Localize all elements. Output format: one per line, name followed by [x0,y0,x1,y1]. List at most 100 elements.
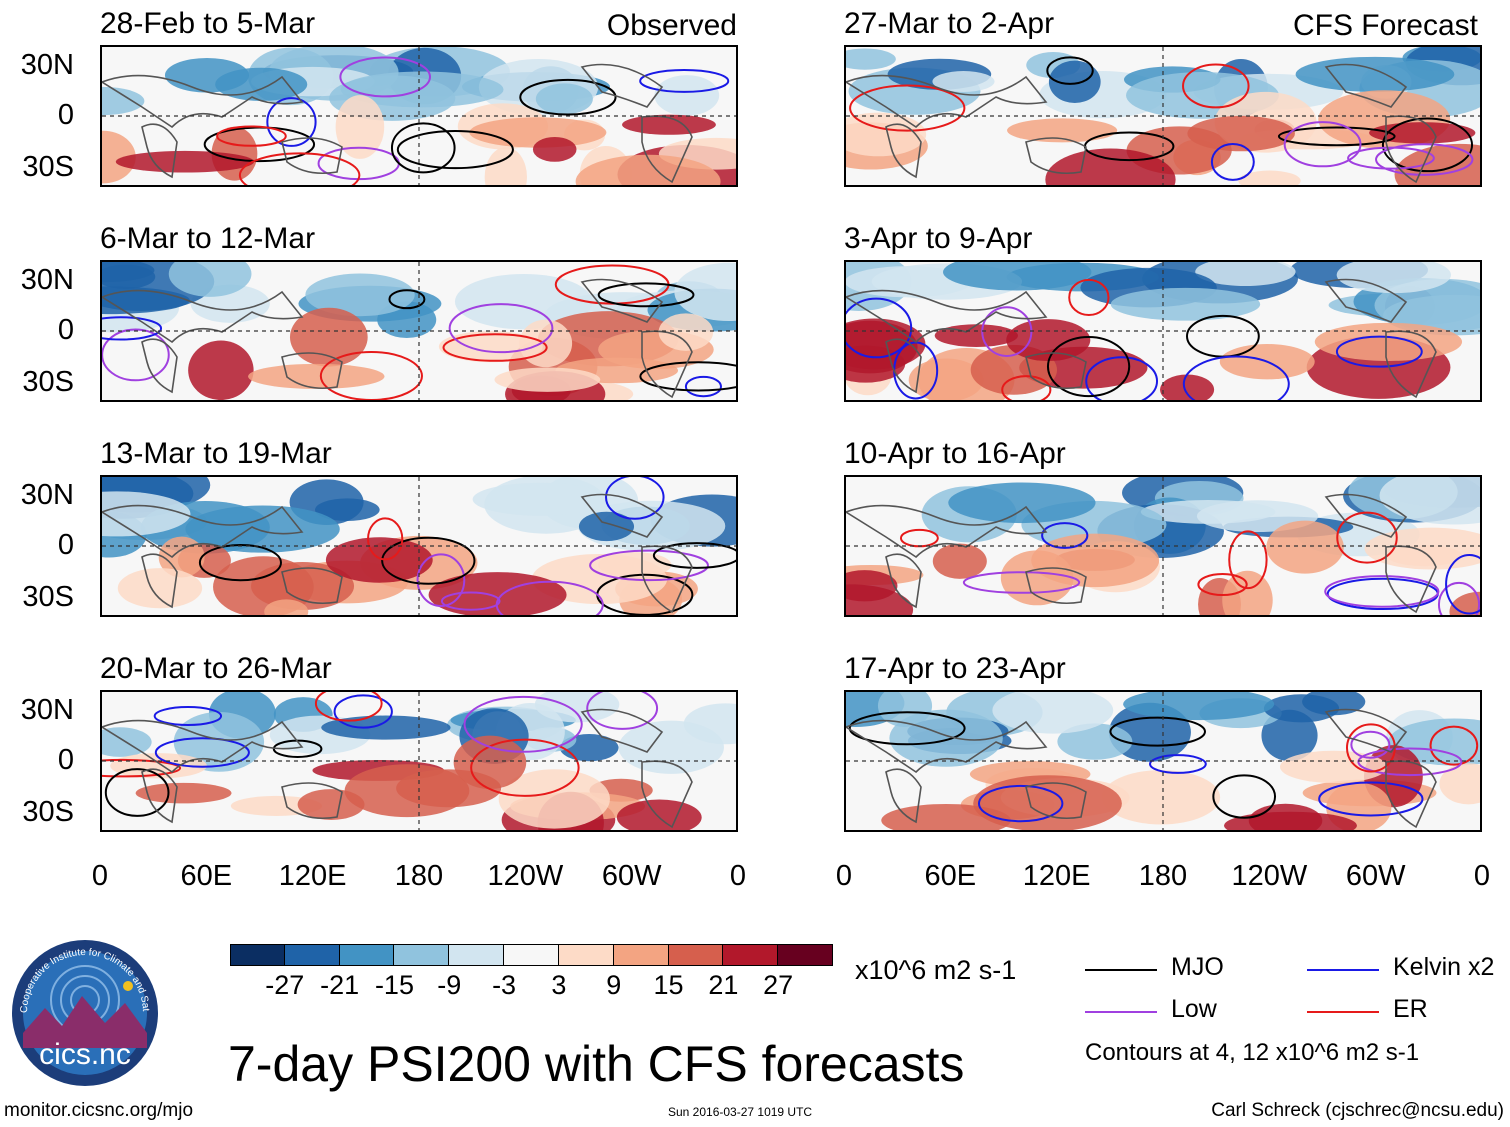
contour-line [440,591,501,611]
map-panel [844,690,1482,832]
anomaly-blob [135,782,232,804]
coastline [885,768,922,824]
contour-line [1001,375,1052,400]
contour-line [319,350,423,400]
anomaly-blob [1123,692,1275,721]
panel-title: 20-Mar to 26-Mar [100,652,332,685]
anomaly-blob [215,67,308,101]
colorbar-tick: 9 [606,970,622,1000]
colorbar-ticks: -27 -21 -15 -9 -3 3 9 15 21 27 [230,972,833,1002]
colorbar-tick: 3 [551,970,567,1000]
coastline [641,545,693,614]
legend-label: ER [1393,995,1428,1023]
lat-label: 30N [20,49,74,81]
anomaly-blob [932,71,995,92]
colorbar-swatch [284,944,340,966]
colorbar-tick: 15 [653,970,684,1000]
lat-label: 30N [20,479,74,511]
contour-line [848,711,966,746]
contour-line [1335,335,1423,368]
contour-line [1149,754,1207,774]
anomaly-blob [344,764,470,818]
colorbar-swatch [449,944,505,966]
contour-line [448,303,554,354]
anomaly-blob [102,130,136,184]
coastline [102,504,304,559]
contour-line [1109,716,1206,747]
anomaly-blob [654,75,720,116]
legend: MJO Kelvin x2 Low ER [1085,955,1505,1065]
contour-line [388,289,426,310]
anomaly-blob [117,568,203,609]
coastline [141,768,178,824]
contour-line [442,333,548,362]
anomaly-blob [1195,262,1296,286]
footer-author: Carl Schreck (cjschrec@ncsu.edu) [1211,1100,1504,1121]
anomaly-blob [1379,477,1480,525]
anomaly-blob [158,536,205,578]
contour-line [1437,581,1480,615]
coastline [1324,493,1408,538]
contour-line [396,129,514,170]
lon-label: 120E [278,860,347,892]
map-panel [100,45,738,187]
coastline [580,63,664,108]
contour-line [1068,278,1110,317]
contour-line [1212,774,1277,819]
contour-line [652,542,736,569]
colorbar-tick: -27 [265,970,305,1000]
anomaly-blob [1386,545,1463,567]
anomaly-blob [578,511,635,542]
coastline [141,123,178,179]
legend-label: MJO [1171,953,1224,981]
map-panel [844,260,1482,402]
coastline [1025,352,1087,390]
colorbar-tick: -9 [437,970,462,1000]
coastline [846,289,1048,344]
lon-label: 0 [729,860,747,892]
coastline [641,115,693,184]
contour-line [1445,554,1480,615]
coastline [141,553,178,609]
anomaly-blob [248,363,385,389]
coastline [1324,278,1408,323]
contour-line [416,553,466,608]
contour-line [266,97,317,147]
coastline [1025,567,1087,605]
anomaly-blob [115,150,255,173]
contour-line [381,536,476,585]
anomaly-blob [575,154,721,185]
anomaly-blob [1314,322,1463,361]
anomaly-blob [102,86,145,116]
anomaly-blob [943,262,1092,291]
contour-line [1381,117,1474,173]
contour-line [1318,781,1424,817]
anomaly-blob [1266,520,1344,574]
anomaly-blob [498,769,610,829]
contour-line [216,125,287,147]
anomaly-blob [658,313,714,351]
colorbar-swatch [339,944,395,966]
footer-url[interactable]: monitor.cicsnc.org/mjo [4,1100,194,1121]
contour-line [154,737,250,768]
anomaly-blob [973,775,1122,830]
contour-line [684,375,722,398]
coastline [1025,137,1087,175]
anomaly-blob [325,537,433,583]
anomaly-blob [535,83,593,115]
legend-swatch [1307,1011,1379,1013]
colorbar-tick: 27 [763,970,794,1000]
anomaly-blob [948,482,1096,524]
legend-label: Low [1171,995,1217,1023]
anomaly-blob [683,703,736,745]
anomaly-blob [173,711,265,772]
coastline [1385,760,1437,829]
anomaly-blob [622,114,716,135]
coastline [641,760,693,829]
anomaly-blob [1007,118,1118,143]
lon-label: 60W [601,860,662,892]
anomaly-blob [494,367,601,392]
anomaly-blob [484,147,527,185]
contour-line [849,84,966,132]
colorbar-tick: 21 [708,970,739,1000]
